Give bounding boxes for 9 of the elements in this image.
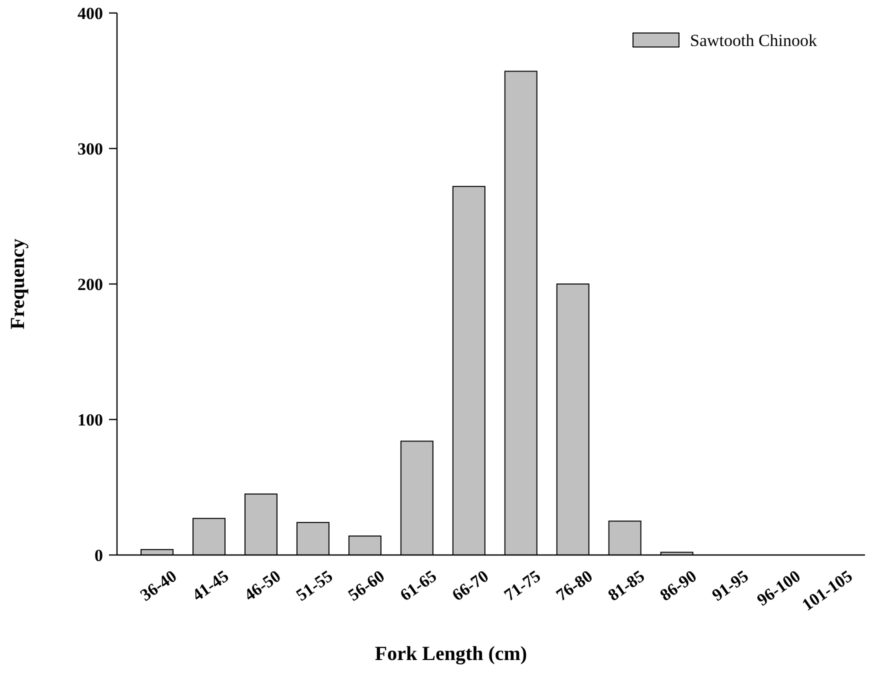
y-tick-label: 0 [94, 546, 103, 565]
y-axis-title: Frequency [7, 238, 29, 330]
y-tick-label: 400 [78, 4, 103, 23]
y-tick-label: 100 [78, 410, 103, 430]
y-tick-label: 200 [78, 274, 103, 294]
x-tick-label: 46-50 [240, 566, 284, 605]
legend-label: Sawtooth Chinook [690, 30, 818, 50]
x-axis-title: Fork Length (cm) [374, 643, 528, 665]
y-tick-label: 300 [78, 139, 103, 158]
